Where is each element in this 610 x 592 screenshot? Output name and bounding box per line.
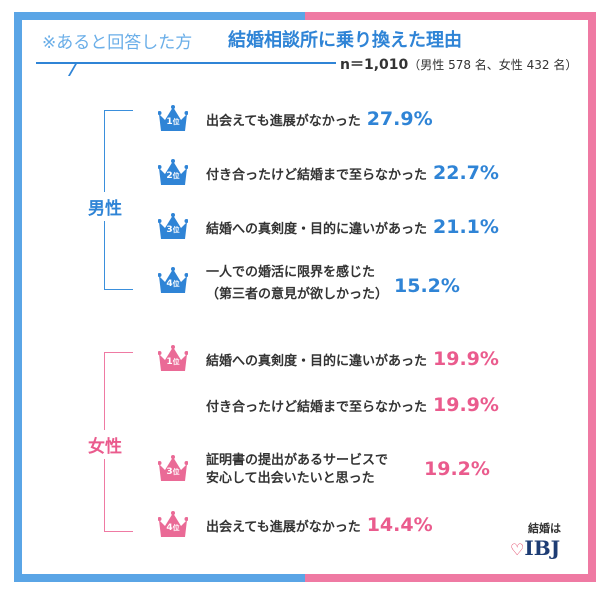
crown-icon: 4位 [158,510,188,538]
logo-wordmark: IBJ [524,536,561,560]
reason-text-line1: 証明書の提出があるサービスで [206,453,389,468]
frame-right-pink [588,12,596,582]
sample-size: n＝1,010（男性 578 名、女性 432 名） [340,54,577,74]
reason-text: 結婚への真剣度・目的に違いがあった [206,222,428,237]
rank-unit: 位 [172,118,180,126]
percentage: 19.9% [433,348,499,370]
ibj-logo: 結婚は ♡IBJ [510,520,561,560]
frame-bottom-pink [305,574,596,582]
male-label: 男性 [88,192,122,221]
corner-accent-pink [586,14,596,24]
reason-text-line2: 安心して出会いたいと思った [206,471,375,486]
female-item-3-pct: 19.2% [418,460,490,481]
rank-number: 4 [166,279,173,289]
frame-top-pink [305,12,596,20]
corner-accent-blue [14,568,24,578]
percentage: 19.2% [424,458,490,480]
crown-icon: 3位 [158,212,188,240]
percentage: 27.9% [366,108,433,130]
frame-left-blue [14,12,22,582]
header-underline [36,62,336,64]
rank-unit: 位 [172,524,180,532]
reason-text: 出会えても進展がなかった [206,520,361,535]
female-item-4-text: 出会えても進展がなかった 14.4% [206,516,433,537]
rank-number: 1 [166,117,173,127]
percentage: 22.7% [433,162,499,184]
reason-text: 出会えても進展がなかった [206,114,361,129]
rank-number: 3 [166,225,173,235]
female-item-3-text: 証明書の提出があるサービスで 安心して出会いたいと思った [206,452,388,488]
rank-number: 2 [166,171,173,181]
crown-icon: 3位 [158,454,188,482]
male-item-2-text: 付き合ったけど結婚まで至らなかった 22.7% [206,164,499,185]
male-item-4-text-2: （第三者の意見が欲しかった） 15.2% [206,277,460,304]
female-item-2-text: 付き合ったけど結婚まで至らなかった 19.9% [206,396,499,417]
rank-number: 3 [166,467,173,477]
header-note: ※あると回答した方 [42,33,193,53]
sample-detail: （男性 578 名、女性 432 名） [408,58,578,72]
percentage: 21.1% [433,216,499,238]
male-item-3-text: 結婚への真剣度・目的に違いがあった 21.1% [206,218,499,239]
rank-unit: 位 [172,172,180,180]
percentage: 14.4% [366,514,433,536]
rank-number: 1 [166,357,173,367]
heart-icon: ♡ [510,540,525,559]
logo-tagline: 結婚は [528,522,561,535]
male-item-4-text: 一人での婚活に限界を感じた [206,264,375,282]
male-item-1-text: 出会えても進展がなかった 27.9% [206,110,433,131]
frame [14,12,596,582]
reason-text: 付き合ったけど結婚まで至らなかった [206,168,428,183]
reason-text: 結婚への真剣度・目的に違いがあった [206,354,428,369]
reason-text-line1: 一人での婚活に限界を感じた [206,265,376,280]
female-label: 女性 [88,430,122,459]
crown-icon: 2位 [158,158,188,186]
rank-unit: 位 [172,468,180,476]
rank-number: 4 [166,523,173,533]
header-title: 結婚相談所に乗り換えた理由 [228,30,462,51]
reason-text-line2: （第三者の意見が欲しかった） [206,287,389,302]
reason-text: 付き合ったけど結婚まで至らなかった [206,400,428,415]
crown-icon: 1位 [158,344,188,372]
rank-unit: 位 [172,226,180,234]
percentage: 19.9% [433,394,499,416]
frame-bottom-blue [14,574,305,582]
crown-icon: 4位 [158,266,188,294]
sample-n: n＝1,010 [340,57,409,73]
rank-unit: 位 [172,358,180,366]
frame-top-blue [14,12,305,20]
rank-unit: 位 [172,280,180,288]
percentage: 15.2% [394,275,460,297]
female-item-1-text: 結婚への真剣度・目的に違いがあった 19.9% [206,350,499,371]
crown-icon: 1位 [158,104,188,132]
